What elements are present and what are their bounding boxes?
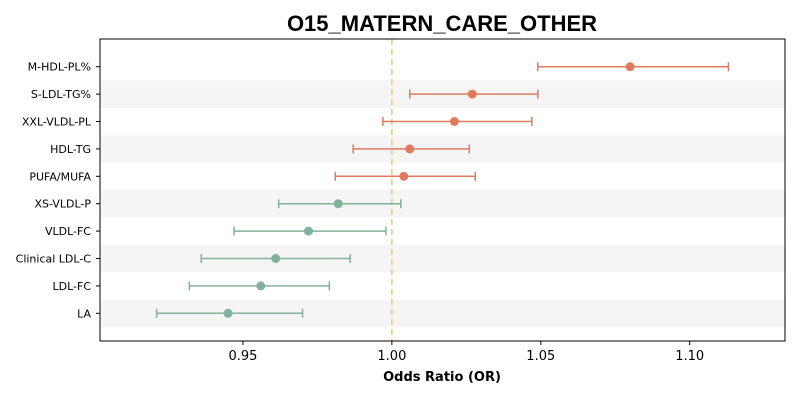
x-axis-ticks: 0.95 1.00 1.05 1.10 — [228, 341, 704, 364]
y-tick-label: LA — [77, 307, 91, 320]
row-7 — [200, 254, 351, 263]
x-tick-label: 1.10 — [675, 349, 704, 364]
point-estimate — [256, 281, 266, 291]
x-tick-label: 1.05 — [526, 349, 555, 364]
point-estimate — [467, 89, 477, 99]
x-tick-label: 1.00 — [377, 349, 406, 364]
point-estimate — [333, 199, 343, 209]
y-axis-ticks: M-HDL-PL% S-LDL-TG% XXL-VLDL-PL HDL-TG PUFA/… — [16, 61, 100, 320]
y-tick-label: XS-VLDL-P — [34, 198, 91, 211]
chart-title: O15_MATERN_CARE_OTHER — [287, 11, 597, 36]
y-tick-label: VLDL-FC — [45, 225, 91, 238]
row-0 — [537, 62, 730, 72]
data-marks — [155, 62, 730, 318]
point-estimate — [223, 308, 233, 318]
point-estimate — [303, 226, 313, 236]
x-tick-label: 0.95 — [228, 349, 257, 364]
x-axis-label: Odds Ratio (OR) — [383, 370, 501, 385]
y-tick-label: S-LDL-TG% — [31, 88, 91, 101]
point-estimate — [449, 117, 459, 126]
point-estimate — [625, 62, 635, 72]
row-2 — [382, 117, 533, 126]
y-tick-label: XXL-VLDL-PL — [22, 116, 92, 129]
plot-frame — [99, 38, 786, 342]
row-6 — [233, 226, 387, 236]
y-tick-label: Clinical LDL-C — [16, 253, 92, 266]
row-8 — [188, 281, 331, 291]
point-estimate — [271, 254, 281, 263]
row-5 — [277, 199, 402, 209]
y-tick-label: HDL-TG — [50, 143, 91, 156]
row-3 — [352, 144, 471, 154]
y-tick-label: LDL-FC — [52, 280, 91, 293]
point-estimate — [405, 144, 415, 154]
row-1 — [408, 89, 539, 99]
row-stripes — [101, 80, 785, 327]
y-tick-label: PUFA/MUFA — [29, 170, 91, 183]
row-stripe — [101, 190, 785, 218]
point-estimate — [399, 171, 409, 181]
y-tick-label: M-HDL-PL% — [28, 61, 91, 74]
row-9 — [155, 308, 304, 318]
row-4 — [334, 171, 477, 181]
